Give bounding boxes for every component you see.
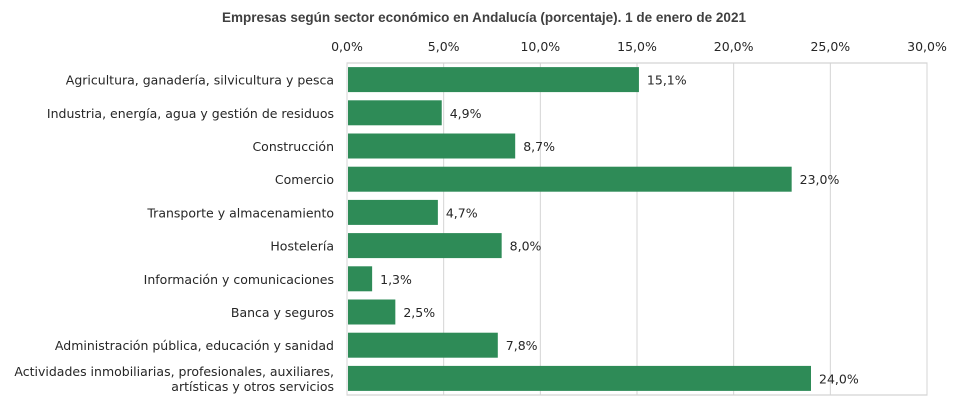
category-label: Comercio (275, 172, 334, 187)
category-label: Administración pública, educación y sani… (55, 338, 334, 353)
data-label: 8,7% (523, 139, 555, 154)
category-label: Banca y seguros (231, 305, 334, 320)
data-label: 23,0% (800, 172, 840, 187)
bar (348, 233, 502, 259)
bar (348, 166, 792, 192)
category-label: Construcción (252, 139, 334, 154)
data-label: 4,7% (446, 205, 478, 220)
x-axis-ticks: 0,0% 5,0% 10,0% 15,0% 20,0% 25,0% 30,0% (331, 39, 947, 54)
bar (348, 100, 442, 126)
category-label: Agricultura, ganadería, silvicultura y p… (66, 73, 334, 88)
chart-title: Empresas según sector económico en Andal… (222, 10, 746, 25)
bar (348, 199, 438, 225)
category-labels: Agricultura, ganadería, silvicultura y p… (14, 73, 334, 394)
x-tick-label: 10,0% (520, 39, 560, 54)
data-labels: 15,1% 4,9% 8,7% 23,0% 4,7% 8,0% 1,3% 2,5% 7,8% 24… (380, 73, 859, 387)
x-tick-label: 25,0% (810, 39, 850, 54)
bar (348, 299, 396, 325)
data-label: 4,9% (450, 106, 482, 121)
bar (348, 332, 498, 358)
category-label: Industria, energía, agua y gestión de re… (47, 106, 334, 121)
category-label: Actividades inmobiliarias, profesionales… (14, 364, 334, 394)
x-tick-label: 15,0% (617, 39, 657, 54)
bars (348, 67, 811, 391)
x-tick-label: 5,0% (428, 39, 460, 54)
data-label: 24,0% (819, 371, 859, 386)
category-label: Hostelería (270, 239, 334, 254)
data-label: 2,5% (403, 305, 435, 320)
category-label: Información y comunicaciones (144, 272, 334, 287)
data-label: 7,8% (506, 338, 538, 353)
bar (348, 365, 811, 391)
bar (348, 67, 639, 93)
data-label: 8,0% (510, 239, 542, 254)
bar (348, 266, 373, 292)
x-tick-label: 20,0% (714, 39, 754, 54)
data-label: 15,1% (647, 73, 687, 88)
x-tick-label: 0,0% (331, 39, 363, 54)
data-label: 1,3% (380, 272, 412, 287)
bar (348, 133, 516, 159)
x-tick-label: 30,0% (907, 39, 947, 54)
category-label: Transporte y almacenamiento (146, 205, 334, 220)
